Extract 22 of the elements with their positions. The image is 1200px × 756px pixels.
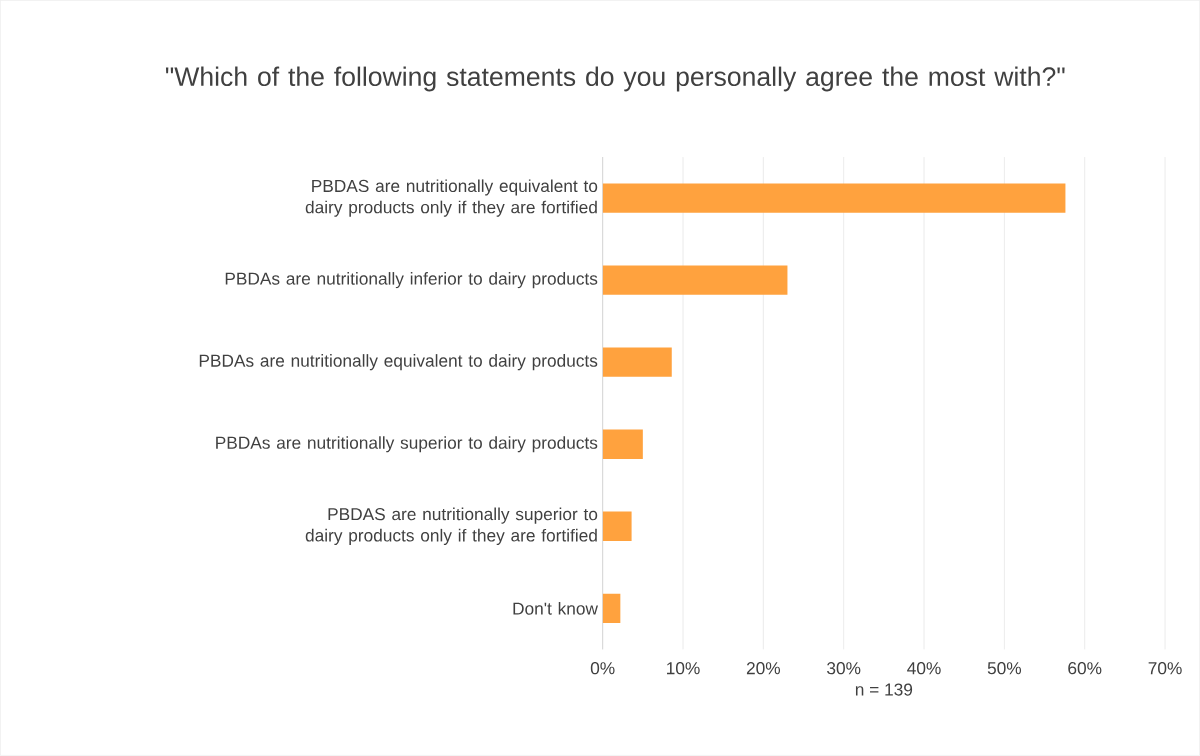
y-tick-label: PBDAS are nutritionally equivalent to dairy products only if they are fortified	[305, 179, 598, 217]
bar	[602, 183, 1066, 213]
y-tick-label: PBDAs are nutritionally inferior to dairy products	[225, 272, 598, 289]
chart-title: "Which of the following statements do you personally agree the most with?"	[165, 66, 1065, 92]
bar	[602, 429, 643, 460]
x-tick-label: 0%	[590, 662, 615, 675]
x-tick-label: 60%	[1068, 662, 1102, 675]
bar	[602, 593, 621, 624]
x-tick-label: 10%	[667, 662, 700, 675]
bar	[602, 265, 788, 295]
y-tick-label: PBDAs are nutritionally superior to dairy products	[216, 436, 598, 453]
x-axis-title: n = 139	[855, 683, 913, 696]
bar	[602, 511, 632, 542]
y-tick-label: PBDAS are nutritionally superior to dairy products only if they are fortified	[305, 507, 598, 546]
x-tick-label: 40%	[907, 662, 941, 675]
x-tick-label: 50%	[987, 662, 1022, 675]
x-tick-label: 30%	[827, 662, 861, 675]
y-tick-label: Don't know	[513, 602, 598, 615]
y-tick-label: PBDAs are nutritionally equivalent to dairy products	[199, 354, 598, 371]
x-tick-label: 20%	[746, 662, 781, 675]
bar	[602, 347, 672, 377]
x-tick-label: 70%	[1148, 662, 1182, 675]
